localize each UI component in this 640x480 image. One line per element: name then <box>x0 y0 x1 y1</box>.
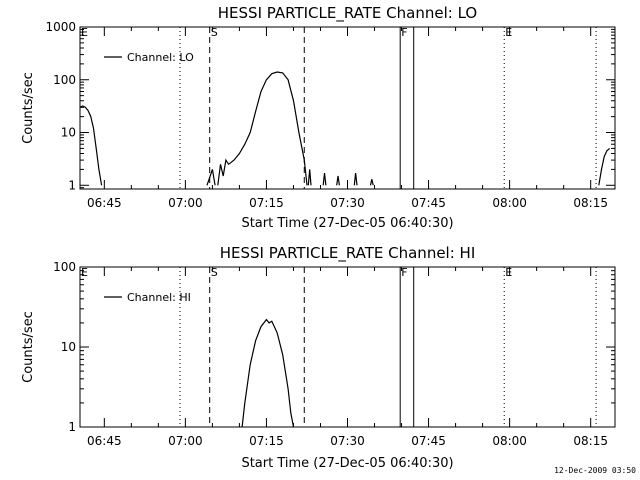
event-marker-label: E <box>81 26 88 39</box>
generation-timestamp: 12-Dec-2009 03:50 <box>554 466 636 475</box>
data-series-line <box>369 179 374 186</box>
data-series-line <box>217 71 308 186</box>
event-marker-label: F <box>401 26 407 39</box>
y-axis-label: Counts/sec <box>21 311 36 383</box>
x-tick-label: 08:15 <box>573 196 608 210</box>
x-tick-label: 07:15 <box>249 196 284 210</box>
data-series-line <box>79 105 103 186</box>
legend-label: Channel: LO <box>127 51 194 64</box>
x-tick-label: 07:15 <box>249 434 284 448</box>
x-axis-label: Start Time (27-Dec-05 06:40:30) <box>241 456 453 471</box>
event-marker-label: S <box>211 266 218 279</box>
x-tick-label: 07:45 <box>411 196 446 210</box>
x-tick-label: 08:00 <box>492 434 527 448</box>
y-tick-label: 100 <box>53 73 76 87</box>
x-tick-label: 07:45 <box>411 434 446 448</box>
event-marker-label: S <box>211 26 218 39</box>
chart-title: HESSI PARTICLE_RATE Channel: HI <box>220 244 476 263</box>
data-series-line <box>206 169 216 186</box>
x-tick-label: 07:00 <box>168 434 203 448</box>
data-series-line <box>322 173 327 186</box>
y-tick-label: 10 <box>61 340 76 354</box>
data-series-line <box>353 173 358 186</box>
x-tick-label: 08:00 <box>492 196 527 210</box>
data-series-line <box>598 147 610 186</box>
data-series-line <box>307 169 312 186</box>
y-tick-label: 1 <box>68 420 76 434</box>
x-tick-label: 07:30 <box>330 196 365 210</box>
x-tick-label: 07:30 <box>330 434 365 448</box>
chart-panel-1: HESSI PARTICLE_RATE Channel: LO Counts/se… <box>21 4 616 231</box>
event-marker-label: E <box>505 266 512 279</box>
chart-panel-2: HESSI PARTICLE_RATE Channel: HI Counts/se… <box>21 244 616 471</box>
x-tick-label: 07:00 <box>168 196 203 210</box>
y-tick-label: 1 <box>68 178 76 192</box>
chart-title: HESSI PARTICLE_RATE Channel: LO <box>218 4 477 23</box>
y-tick-label: 100 <box>53 260 76 274</box>
event-marker-label: F <box>401 266 407 279</box>
y-axis-label: Counts/sec <box>21 72 36 144</box>
data-series-line <box>336 175 340 186</box>
x-tick-label: 08:15 <box>573 434 608 448</box>
x-tick-label: 06:45 <box>87 434 122 448</box>
event-marker-label: E <box>505 26 512 39</box>
y-tick-label: 10 <box>61 126 76 140</box>
data-series-line <box>241 318 295 428</box>
y-tick-label: 1000 <box>45 20 76 34</box>
x-tick-label: 06:45 <box>87 196 122 210</box>
x-axis-label: Start Time (27-Dec-05 06:40:30) <box>241 216 453 231</box>
legend-label: Channel: HI <box>127 291 191 304</box>
event-marker-label: E <box>81 266 88 279</box>
